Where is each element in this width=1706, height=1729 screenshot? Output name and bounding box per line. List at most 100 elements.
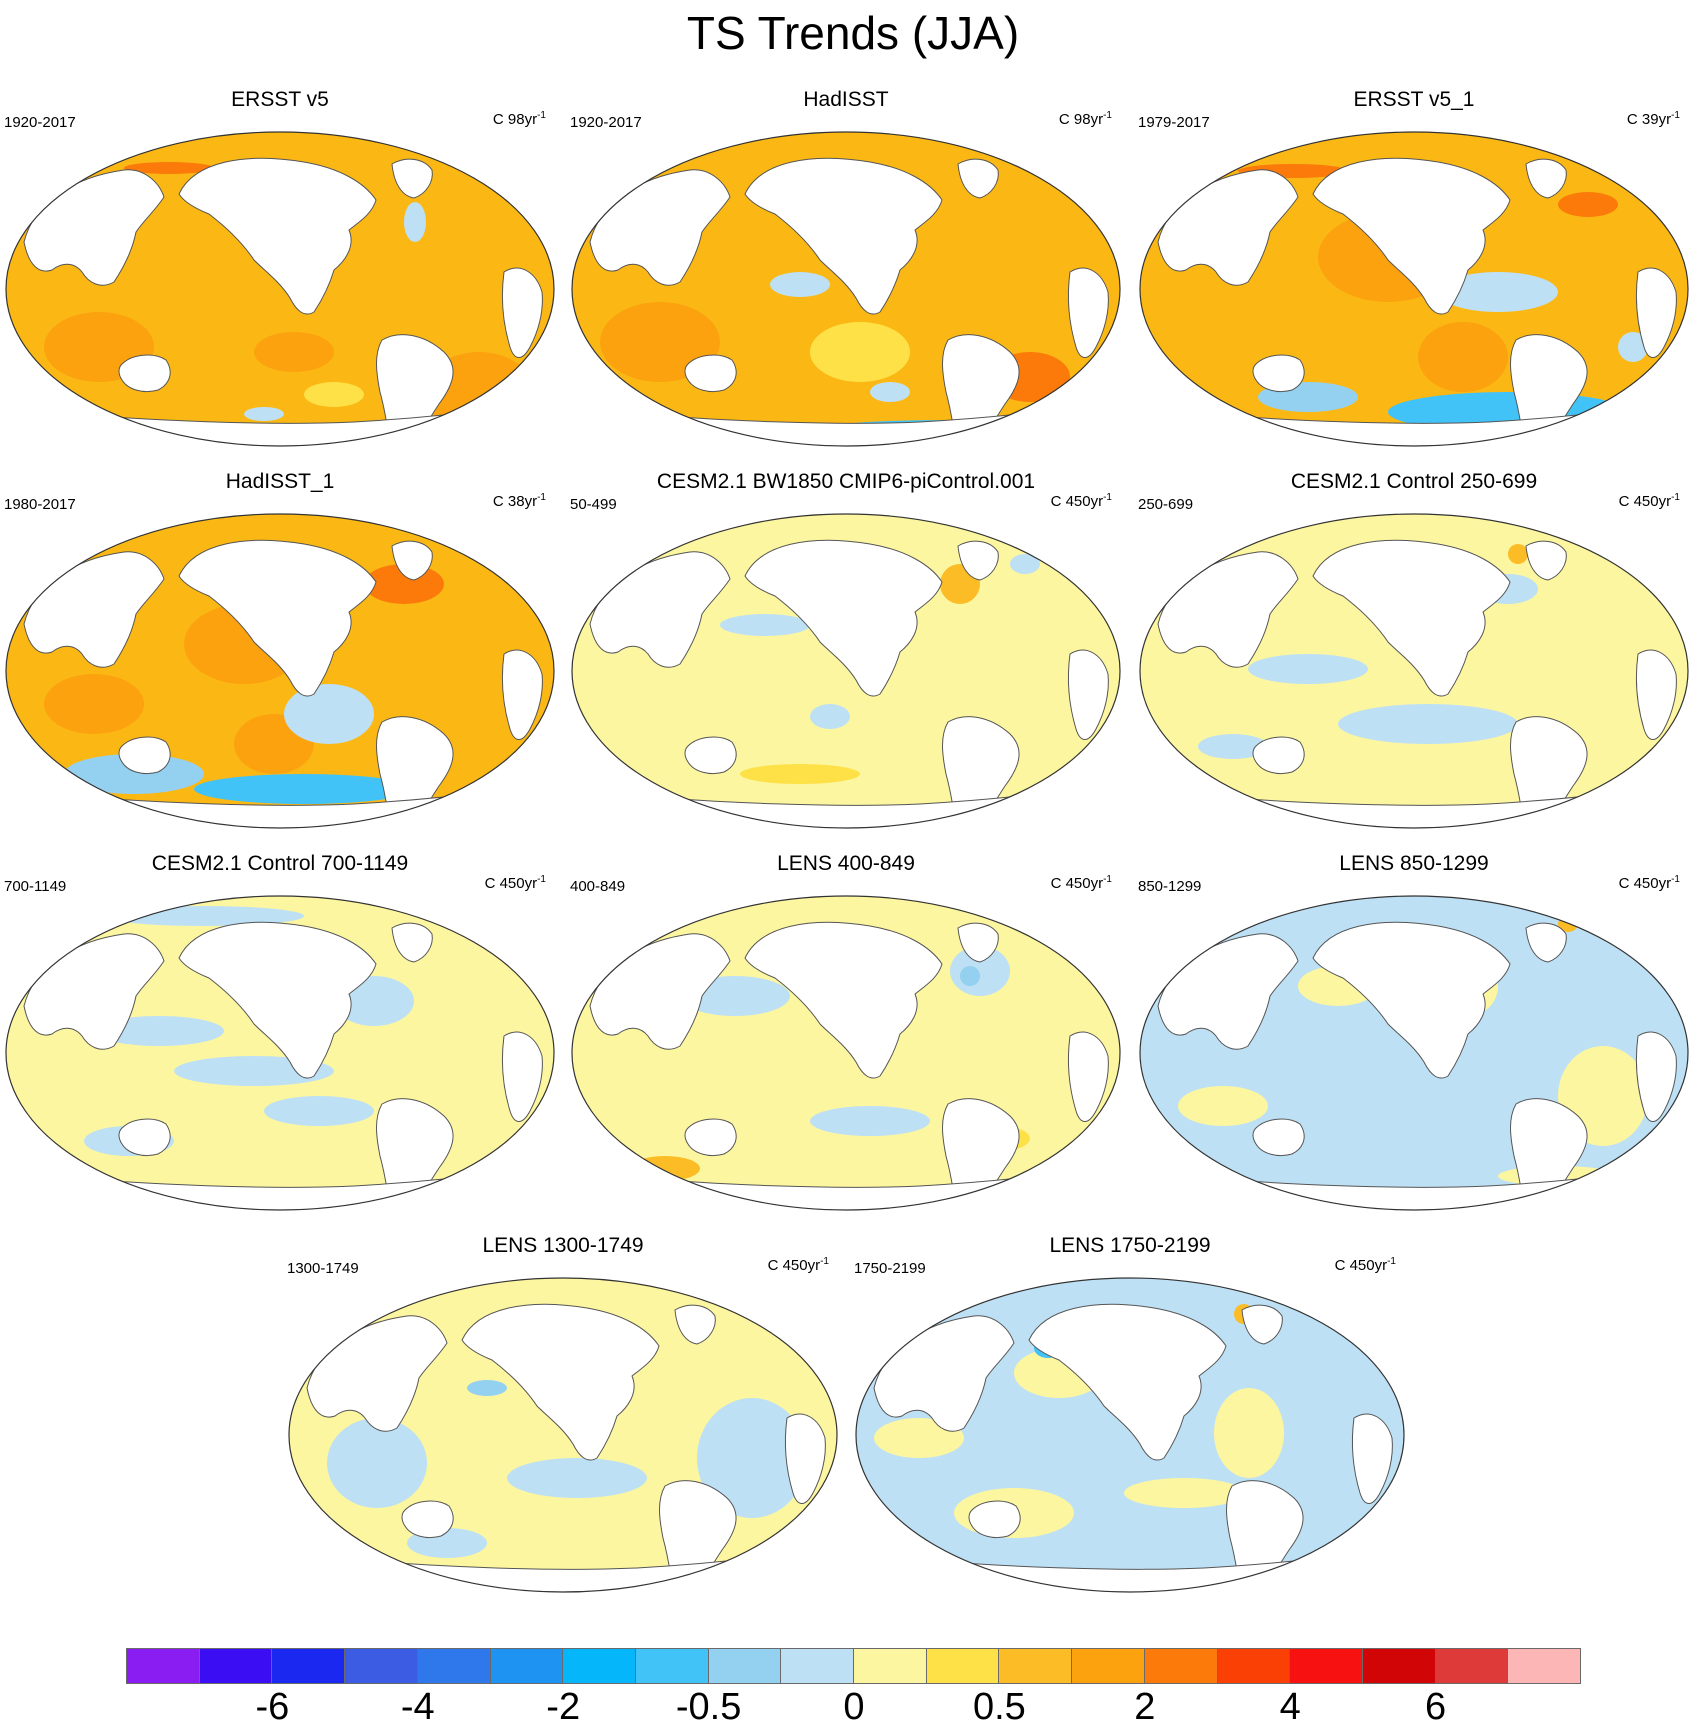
trend-contour xyxy=(740,764,860,784)
panel-period: 700-1149 xyxy=(4,878,67,895)
robinson-map xyxy=(1139,895,1689,1211)
continent-outline xyxy=(1312,921,1511,1079)
continent-outline xyxy=(118,1118,171,1157)
trend-contour xyxy=(44,674,144,734)
continent-outline xyxy=(401,1500,454,1539)
continent-outline xyxy=(1157,933,1299,1050)
trend-contour xyxy=(254,332,334,372)
robinson-map xyxy=(1139,131,1689,447)
continent-outline xyxy=(1252,354,1305,393)
continent-outline xyxy=(391,540,433,581)
continent-outline xyxy=(23,551,165,668)
continent-outline xyxy=(1067,649,1109,740)
continent-outline xyxy=(501,1031,543,1122)
map-panel: CESM2.1 Control 700-1149 700-1149 C 450yr-… xyxy=(0,852,560,1212)
panel-period: 1980-2017 xyxy=(4,496,76,513)
colorbar-box xyxy=(853,1648,927,1684)
panel-units: C 39yr-1 xyxy=(1626,110,1680,128)
map-border xyxy=(1139,131,1689,447)
continent-outline xyxy=(1067,1031,1109,1122)
trend-contour xyxy=(1198,734,1268,759)
map-panel: CESM2.1 BW1850 CMIP6-piControl.001 50-499… xyxy=(566,470,1126,830)
continent-outline xyxy=(1351,1413,1393,1504)
colorbar-box xyxy=(344,1648,418,1684)
continent-outline xyxy=(1241,1304,1283,1345)
map-border xyxy=(1139,895,1689,1211)
panel-title: ERSST v5 xyxy=(231,88,329,111)
colorbar-tick-label: 4 xyxy=(1279,1686,1301,1728)
continent-outline xyxy=(178,921,377,1079)
panel-units: C 450yr-1 xyxy=(767,1256,829,1274)
panel-title: HadISST_1 xyxy=(225,470,335,493)
map-panel: CESM2.1 Control 250-699 250-699 C 450yr-1 xyxy=(1134,470,1694,830)
trend-contour xyxy=(1178,1086,1268,1126)
continent-outline xyxy=(306,1315,448,1432)
trend-contour xyxy=(810,704,850,729)
continent-outline xyxy=(118,736,171,775)
trend-contour xyxy=(870,382,910,402)
continent-outline xyxy=(684,1118,737,1157)
panel-period: 400-849 xyxy=(570,878,626,895)
continent-outline xyxy=(501,267,543,358)
panel-units: C 38yr-1 xyxy=(492,492,546,510)
continent-outline xyxy=(744,921,943,1079)
trend-contour xyxy=(1418,322,1508,392)
continent-outline xyxy=(684,354,737,393)
map-border xyxy=(571,513,1121,829)
map-panel: HadISST 1920-2017 C 98yr-1 xyxy=(566,88,1126,448)
trend-contour xyxy=(194,774,414,804)
colorbar-tick-label: 0 xyxy=(843,1686,865,1728)
panel-period: 1979-2017 xyxy=(1138,114,1210,131)
continent-outline xyxy=(873,1315,1015,1432)
continent-outline xyxy=(501,649,543,740)
panel-title: LENS 1300-1749 xyxy=(482,1234,644,1257)
continent-outline xyxy=(1525,158,1567,199)
trend-contour xyxy=(810,322,910,382)
panel-title: CESM2.1 Control 250-699 xyxy=(1290,470,1538,493)
figure-title: TS Trends (JJA) xyxy=(686,7,1020,59)
continent-outline xyxy=(118,354,171,393)
colorbar-box xyxy=(1071,1648,1145,1684)
continent-outline xyxy=(391,922,433,963)
panel-period: 1300-1749 xyxy=(287,1260,359,1277)
trend-contour xyxy=(264,1096,374,1126)
colorbar-box xyxy=(489,1648,564,1684)
continent-outline xyxy=(1312,539,1511,697)
robinson-map xyxy=(5,513,555,829)
colorbar-box xyxy=(562,1648,636,1684)
continent-outline xyxy=(461,1303,660,1461)
panel-period: 850-1299 xyxy=(1138,878,1202,895)
continent-outline xyxy=(1157,169,1299,286)
colorbar-box xyxy=(416,1648,491,1684)
colorbar-box xyxy=(1434,1648,1509,1684)
continent-outline xyxy=(1157,551,1299,668)
trend-contour xyxy=(630,1156,700,1181)
continent-outline xyxy=(957,922,999,963)
trend-contour xyxy=(284,684,374,744)
trend-contour xyxy=(1338,704,1518,744)
continent-outline xyxy=(23,933,165,1050)
panel-title: CESM2.1 Control 700-1149 xyxy=(151,852,409,875)
trend-contour xyxy=(810,1106,930,1136)
trend-contour xyxy=(124,162,214,174)
panel-period: 50-499 xyxy=(570,496,617,513)
colorbar-box xyxy=(1143,1648,1218,1684)
colorbar-box xyxy=(780,1648,855,1684)
colorbar-tick-label: -0.5 xyxy=(675,1686,742,1728)
panel-title: LENS 400-849 xyxy=(777,852,915,875)
panel-units: C 450yr-1 xyxy=(484,874,546,892)
continent-outline xyxy=(178,157,377,315)
trend-contour xyxy=(507,1458,647,1498)
map-border xyxy=(855,1277,1405,1593)
panel-period: 1920-2017 xyxy=(570,114,642,131)
trend-contour xyxy=(1050,392,1075,417)
trend-contour xyxy=(304,382,364,407)
colorbar-tick-label: -4 xyxy=(400,1686,435,1728)
colorbar-box xyxy=(1507,1648,1582,1684)
colorbar-box xyxy=(925,1648,1000,1684)
trend-contour xyxy=(697,1398,807,1518)
panel-period: 1750-2199 xyxy=(854,1260,926,1277)
robinson-map xyxy=(5,895,555,1211)
colorbar-tick-label: -2 xyxy=(546,1686,581,1728)
map-panel: HadISST_1 1980-2017 C 38yr-1 xyxy=(0,470,560,830)
